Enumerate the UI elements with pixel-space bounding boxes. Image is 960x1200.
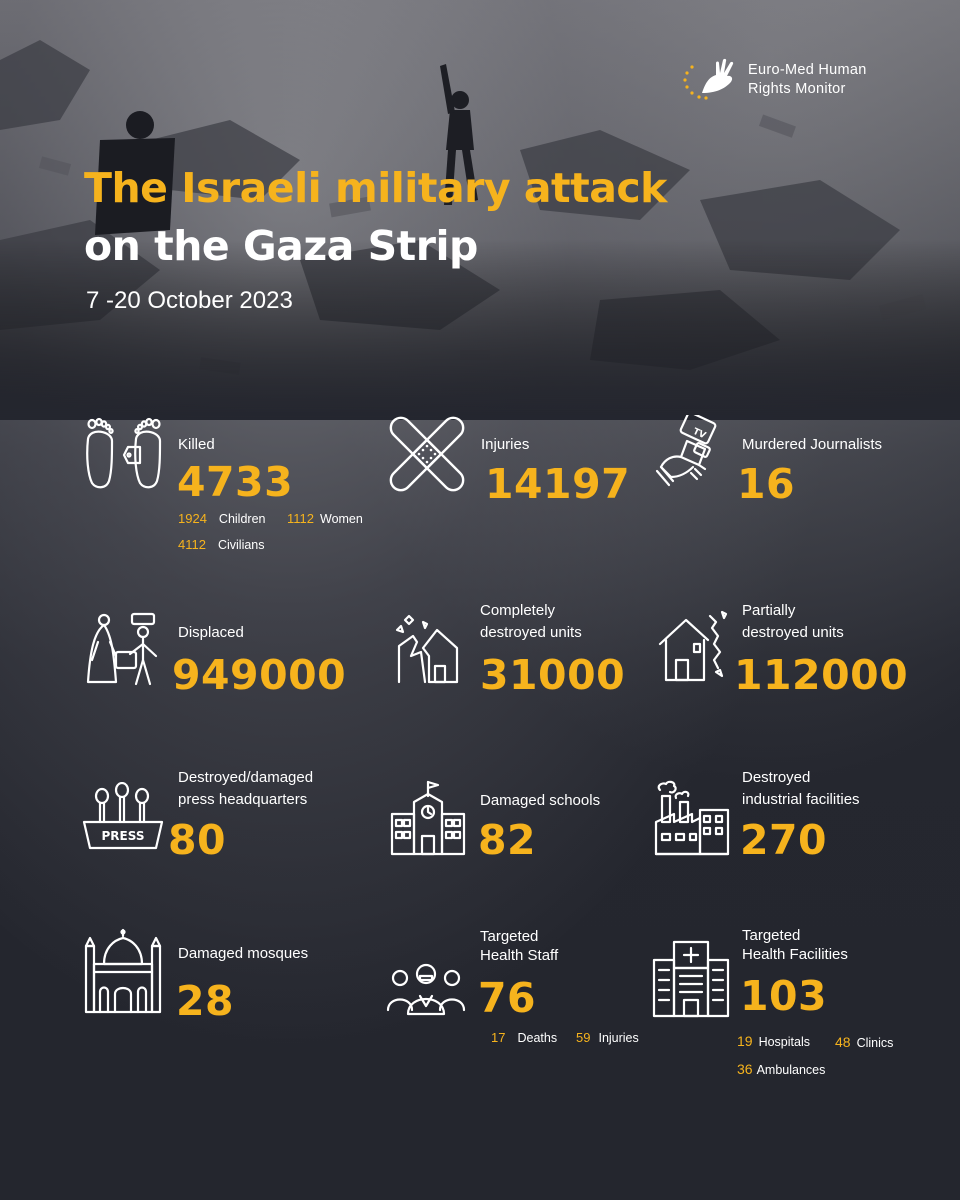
deaths-label: Deaths <box>517 1031 558 1045</box>
svg-text:PRESS: PRESS <box>102 829 145 843</box>
clinics-count: 48 <box>835 1034 851 1050</box>
industrial-label2: industrial facilities <box>742 791 860 808</box>
partial-units-label1: Partially <box>742 602 796 619</box>
killed-breakdown-children: 1924 Children <box>178 511 265 526</box>
medical-staff-icon <box>386 960 466 1016</box>
killed-breakdown-civilians: 4112 Civilians <box>178 537 265 552</box>
health-staff-label1: Targeted <box>480 928 539 945</box>
press-desk-icon: PRESS <box>82 781 164 854</box>
displaced-label: Displaced <box>178 624 244 641</box>
civilians-count: 4112 <box>178 537 206 552</box>
injuries-count: 59 <box>576 1030 591 1045</box>
staff-injuries-label: Injuries <box>598 1031 639 1045</box>
women-count: 1112 <box>287 511 314 526</box>
hospitals-label: Hospitals <box>758 1035 810 1049</box>
health-facilities-ambulances: 36 Ambulances <box>737 1061 825 1077</box>
collapsed-house-icon <box>393 612 463 684</box>
ambulances-count: 36 <box>737 1061 753 1077</box>
press-hq-label2: press headquarters <box>178 791 308 808</box>
children-label: Children <box>218 512 266 526</box>
school-building-icon <box>390 780 466 856</box>
health-staff-injuries: 59 Injuries <box>576 1030 639 1045</box>
killed-value: 4733 <box>177 458 294 506</box>
health-facilities-label2: Health Facilities <box>742 946 848 963</box>
partial-units-label2: destroyed units <box>742 624 844 641</box>
health-facilities-label1: Targeted <box>742 927 801 944</box>
date-range: 7 -20 October 2023 <box>86 287 293 314</box>
mosque-icon <box>82 928 164 1014</box>
dove-hand-logo-icon <box>683 58 734 100</box>
civilians-label: Civilians <box>217 538 265 552</box>
injuries-label: Injuries <box>481 436 530 453</box>
press-hq-label1: Destroyed/damaged <box>178 769 314 786</box>
journalists-label: Murdered Journalists <box>742 436 883 453</box>
hospitals-count: 19 <box>737 1033 753 1049</box>
factory-icon <box>654 780 730 856</box>
killed-breakdown-women: 1112 Women <box>287 511 363 526</box>
women-label: Women <box>320 512 363 526</box>
hospital-icon <box>652 940 730 1018</box>
page-title: The Israeli military attack on the Gaza … <box>84 162 667 272</box>
clinics-label: Clinics <box>856 1036 894 1050</box>
destroyed-units-label1: Completely <box>480 602 556 619</box>
health-facilities-clinics: 48 Clinics <box>835 1034 893 1050</box>
deaths-count: 17 <box>491 1030 506 1045</box>
title-line1: The Israeli military attack <box>84 164 667 212</box>
mosques-label: Damaged mosques <box>178 945 309 962</box>
destroyed-units-label2: destroyed units <box>480 624 582 641</box>
health-staff-value: 76 <box>478 974 537 1022</box>
ambulances-label: Ambulances <box>756 1063 826 1077</box>
health-facilities-hospitals: 19 Hospitals <box>737 1033 810 1049</box>
schools-label: Damaged schools <box>480 792 601 809</box>
mosques-value: 28 <box>176 977 235 1025</box>
health-facilities-value: 103 <box>740 972 828 1020</box>
schools-value: 82 <box>478 816 537 864</box>
hand-microphone-icon: TV <box>655 411 727 491</box>
crossed-bandages-icon <box>388 416 466 492</box>
cracked-house-icon <box>656 610 732 686</box>
injuries-value: 14197 <box>485 460 631 508</box>
footprints-tag-icon <box>82 417 166 491</box>
title-line2: on the Gaza Strip <box>84 222 478 270</box>
org-name: Euro-Med Human Rights Monitor <box>748 61 867 99</box>
org-name-line1: Euro-Med Human <box>748 62 867 78</box>
killed-label: Killed <box>178 436 215 453</box>
children-count: 1924 <box>178 511 207 526</box>
industrial-label1: Destroyed <box>742 769 811 786</box>
org-name-line2: Rights Monitor <box>748 81 846 97</box>
displaced-people-icon <box>86 612 162 688</box>
destroyed-units-value: 31000 <box>480 651 626 699</box>
rubble-scene-image <box>0 40 960 420</box>
health-staff-label2: Health Staff <box>480 947 559 964</box>
displaced-value: 949000 <box>172 651 347 699</box>
org-logo: Euro-Med Human Rights Monitor <box>680 55 900 105</box>
industrial-value: 270 <box>740 816 828 864</box>
health-staff-deaths: 17 Deaths <box>491 1030 557 1045</box>
partial-units-value: 112000 <box>734 651 909 699</box>
journalists-value: 16 <box>737 460 796 508</box>
press-hq-value: 80 <box>168 816 227 864</box>
